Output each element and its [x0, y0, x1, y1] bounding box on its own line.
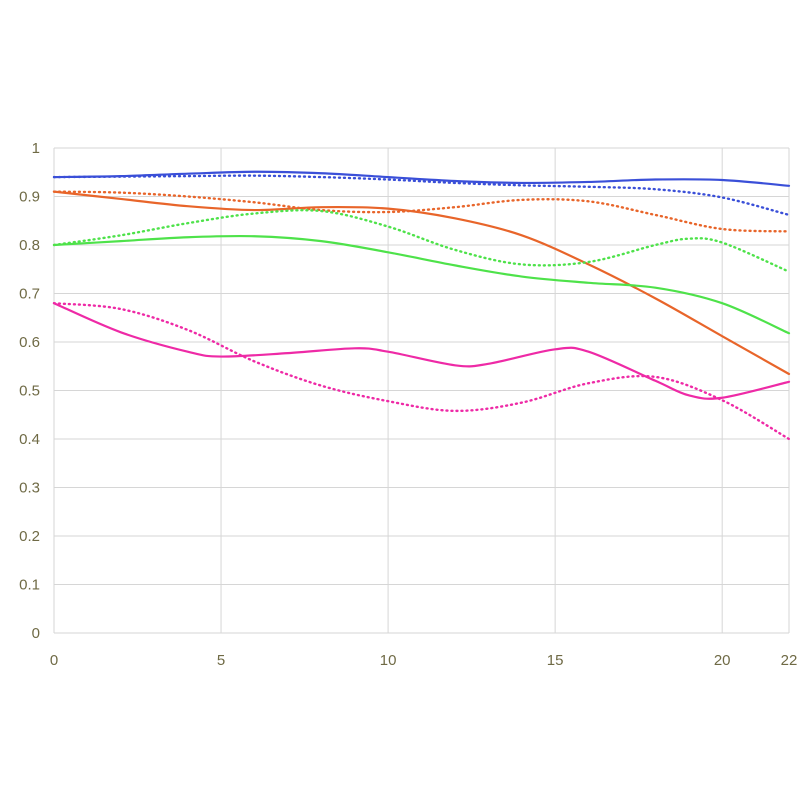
series-line-6-dotted: [52, 209, 791, 273]
series-line-1-solid: [52, 170, 791, 187]
series-line-7-solid: [52, 302, 791, 400]
x-tick-label: 22: [781, 652, 798, 669]
x-tick-label: 0: [50, 652, 58, 669]
y-tick-label: 0.8: [19, 237, 40, 254]
y-tick-label: 0.1: [19, 577, 40, 594]
series-lines: [52, 170, 791, 441]
y-tick-label: 0.5: [19, 383, 40, 400]
x-tick-label: 15: [547, 652, 564, 669]
y-tick-label: 0.6: [19, 334, 40, 351]
y-tick-label: 0.9: [19, 189, 40, 206]
x-tick-label: 5: [217, 652, 225, 669]
y-tick-label: 0: [32, 625, 40, 642]
y-axis-tick-labels: 0 0.1 0.2 0.3 0.4 0.5 0.6 0.7 0.8 0.9 1: [19, 140, 40, 642]
series-line-3-solid: [52, 190, 791, 376]
grid: [53, 147, 790, 634]
y-tick-label: 1: [32, 140, 40, 157]
y-tick-label: 0.4: [19, 431, 40, 448]
series-line-5-solid: [52, 234, 791, 335]
series-line-4-dotted: [52, 190, 791, 233]
series-line-8-dotted: [52, 302, 791, 441]
y-tick-label: 0.2: [19, 528, 40, 545]
x-axis-tick-labels: 0 5 10 15 20 22: [50, 652, 798, 669]
x-tick-label: 10: [380, 652, 397, 669]
x-tick-label: 20: [714, 652, 731, 669]
y-tick-label: 0.7: [19, 286, 40, 303]
y-tick-label: 0.3: [19, 480, 40, 497]
